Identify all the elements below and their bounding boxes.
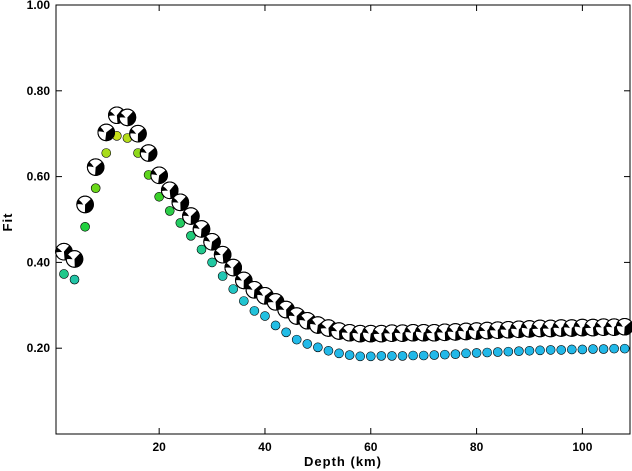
focal-mechanism-point — [86, 158, 105, 176]
focal-mechanism-point — [160, 181, 179, 200]
plot-area — [55, 106, 632, 362]
fit-circle-point — [567, 344, 577, 355]
focal-mechanism-point — [213, 245, 232, 264]
x-axis-title: Depth (km) — [304, 454, 382, 469]
fit-circle-point — [323, 345, 334, 356]
fit-circle-point — [514, 346, 524, 357]
focal-mechanism-point — [182, 207, 200, 225]
fit-circle-point — [588, 344, 598, 354]
fit-circle-point — [556, 345, 567, 355]
fit-circle-point — [186, 231, 196, 241]
x-tick-label: 40 — [258, 440, 272, 454]
fit-circle-point — [291, 334, 302, 345]
fit-circle-point — [482, 347, 492, 358]
fit-circle-point — [524, 345, 535, 356]
x-tick-label: 80 — [470, 440, 484, 454]
fit-circle-point — [175, 218, 186, 228]
fit-circle-point — [344, 350, 355, 360]
focal-mechanism-point — [76, 195, 94, 214]
fit-circle-point — [535, 345, 545, 356]
y-tick-label: 0.80 — [27, 84, 51, 98]
fit-circle-point — [228, 284, 239, 294]
fit-circle-point — [59, 269, 69, 279]
focal-mechanism-point — [150, 166, 168, 185]
fit-circle-point — [376, 351, 387, 361]
fit-circle-point — [207, 257, 217, 268]
fit-circle-point — [440, 349, 450, 360]
fit-circle-point — [281, 327, 291, 338]
x-tick-label: 100 — [572, 440, 592, 454]
fit-circle-point — [397, 351, 408, 361]
focal-mechanism-point — [224, 258, 243, 277]
focal-mechanism-point — [65, 250, 84, 268]
y-tick-label: 0.60 — [27, 170, 51, 184]
fit-circle-point — [418, 350, 429, 361]
fit-circle-point — [609, 343, 619, 354]
fit-circle-point — [429, 350, 440, 360]
fit-circle-point — [408, 350, 418, 361]
fit-circle-point — [577, 344, 588, 355]
focal-mechanism-point — [97, 123, 116, 142]
fit-circle-point — [90, 183, 101, 193]
fit-circle-point — [154, 191, 164, 202]
fit-circle-point — [217, 271, 228, 281]
focal-mechanism-point — [192, 220, 211, 238]
fit-circle-point — [598, 344, 609, 354]
focal-mechanism-point — [203, 233, 221, 251]
focal-mechanism-point — [139, 144, 158, 162]
fit-circle-point — [80, 221, 90, 232]
fit-circle-point — [355, 351, 365, 362]
x-axis-ticks: 20 40 60 80 100 — [152, 5, 593, 454]
fit-circle-point — [545, 345, 556, 355]
fit-circle-point — [270, 320, 281, 331]
focal-mechanism-point — [171, 193, 190, 212]
fit-circle-point — [450, 349, 461, 360]
x-tick-label: 60 — [364, 440, 378, 454]
y-tick-label: 0.40 — [27, 255, 51, 269]
plot-frame — [55, 4, 631, 435]
focal-mechanism-point — [118, 108, 137, 127]
y-tick-label: 1.00 — [27, 0, 51, 12]
fit-circle-point — [69, 274, 80, 285]
fit-circle-point — [313, 342, 323, 353]
fit-circle-point — [334, 348, 344, 359]
fit-circle-point — [503, 346, 514, 357]
fit-circle-point — [365, 351, 376, 362]
fit-circle-point — [196, 244, 207, 255]
fit-circle-point — [619, 343, 630, 354]
fit-circle-point — [492, 347, 503, 357]
fit-circle-point — [239, 296, 249, 306]
focal-mechanism-point — [615, 317, 632, 336]
fit-circle-point — [249, 306, 260, 316]
fit-circle-point — [260, 311, 270, 321]
fit-circle-point — [101, 148, 112, 158]
x-tick-label: 20 — [152, 440, 166, 454]
fit-circle-point — [461, 348, 471, 359]
fit-circle-point — [164, 206, 175, 216]
fit-circle-point — [387, 351, 397, 361]
y-tick-label: 0.20 — [27, 341, 51, 355]
y-axis-ticks: 0.20 0.40 0.60 0.80 1.00 — [27, 0, 630, 355]
fit-circle-point — [471, 348, 482, 358]
focal-mechanism-point — [129, 124, 147, 143]
y-axis-title: Fit — [0, 213, 15, 232]
fit-circle-point — [302, 339, 313, 349]
